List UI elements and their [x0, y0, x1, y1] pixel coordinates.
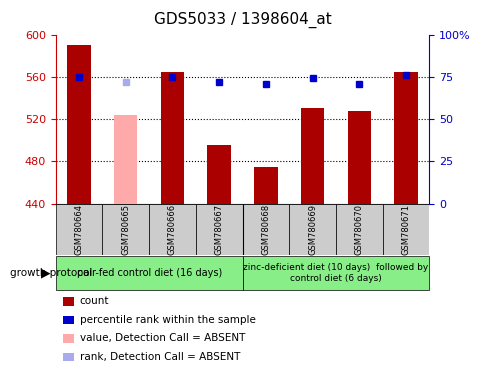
Text: GSM780671: GSM780671: [401, 204, 409, 255]
Text: GSM780670: GSM780670: [354, 204, 363, 255]
Text: GDS5033 / 1398604_at: GDS5033 / 1398604_at: [153, 12, 331, 28]
Text: count: count: [79, 296, 109, 306]
Text: rank, Detection Call = ABSENT: rank, Detection Call = ABSENT: [79, 352, 240, 362]
Bar: [382, 204, 428, 255]
Bar: [242, 256, 428, 290]
Bar: [393, 71, 417, 204]
Text: growth protocol: growth protocol: [10, 268, 92, 278]
Bar: [149, 204, 196, 255]
Text: GSM780666: GSM780666: [167, 204, 177, 255]
Bar: [207, 146, 230, 204]
Bar: [56, 204, 102, 255]
Bar: [114, 115, 137, 204]
Bar: [347, 111, 370, 204]
Bar: [196, 204, 242, 255]
Bar: [67, 45, 91, 204]
Bar: [242, 204, 288, 255]
Text: zinc-deficient diet (10 days)  followed by
control diet (6 days): zinc-deficient diet (10 days) followed b…: [243, 263, 427, 283]
Bar: [254, 167, 277, 204]
Text: percentile rank within the sample: percentile rank within the sample: [79, 315, 255, 325]
Text: GSM780667: GSM780667: [214, 204, 223, 255]
Bar: [161, 71, 184, 204]
Text: GSM780669: GSM780669: [307, 204, 317, 255]
Bar: [288, 204, 335, 255]
Text: GSM780665: GSM780665: [121, 204, 130, 255]
Text: GSM780668: GSM780668: [261, 204, 270, 255]
Bar: [300, 108, 323, 204]
Bar: [102, 204, 149, 255]
Text: ▶: ▶: [41, 266, 51, 280]
Text: value, Detection Call = ABSENT: value, Detection Call = ABSENT: [79, 333, 244, 343]
Bar: [56, 256, 242, 290]
Bar: [335, 204, 382, 255]
Text: GSM780664: GSM780664: [75, 204, 83, 255]
Text: pair-fed control diet (16 days): pair-fed control diet (16 days): [76, 268, 221, 278]
